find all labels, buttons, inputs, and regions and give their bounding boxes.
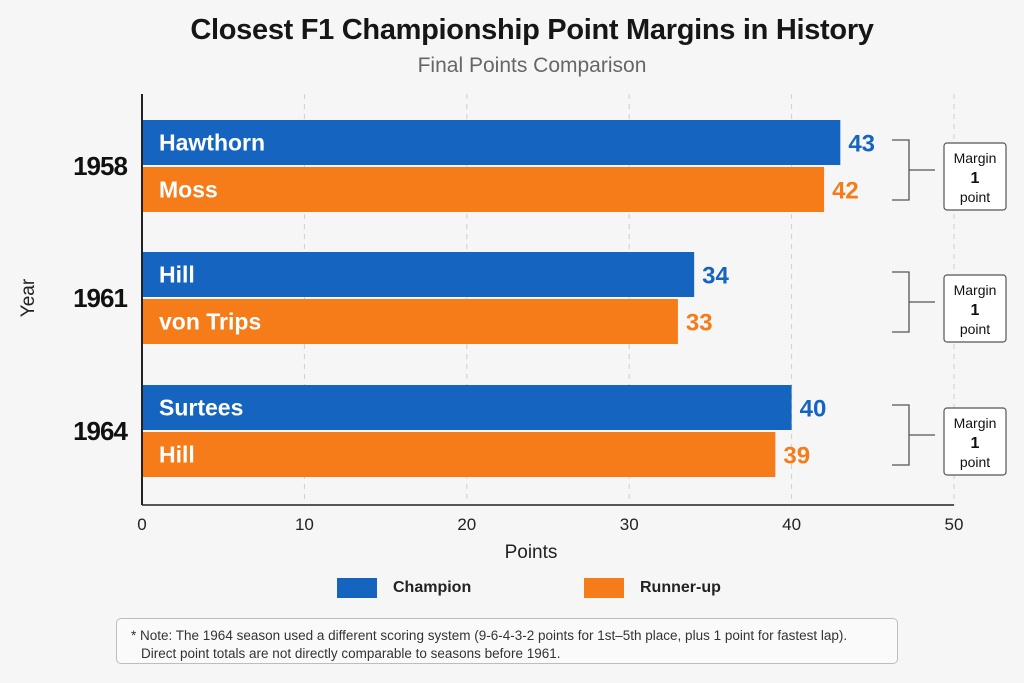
driver-label: Hill <box>159 442 195 468</box>
margin-unit: point <box>960 189 990 205</box>
value-label: 34 <box>702 263 729 290</box>
legend-swatch-champion <box>337 578 377 598</box>
legend-item-runner-up: Runner-up <box>584 578 721 598</box>
value-label: 39 <box>783 443 810 470</box>
margin-bracket <box>892 139 935 201</box>
x-axis-label: Points <box>505 542 558 563</box>
bar-champion-1961 <box>142 252 695 297</box>
y-tick-label: 1961 <box>73 283 127 313</box>
legend-label-runner-up: Runner-up <box>640 579 721 596</box>
x-tick-label: 30 <box>620 515 639 534</box>
x-tick-label: 40 <box>782 515 801 534</box>
chart-subtitle: Final Points Comparison <box>417 54 647 77</box>
legend-item-champion: Champion <box>337 578 471 598</box>
margin-unit: point <box>960 454 990 470</box>
bar-champion-1958 <box>142 120 841 165</box>
driver-label: von Trips <box>159 309 261 335</box>
driver-label: Hawthorn <box>159 130 265 156</box>
x-tick-label: 0 <box>137 515 146 534</box>
value-label: 40 <box>800 396 827 423</box>
margin-label: Margin <box>954 415 997 431</box>
margin-bracket <box>892 404 935 466</box>
x-tick-label: 20 <box>457 515 476 534</box>
legend-swatch-runner-up <box>584 578 624 598</box>
y-tick-label: 1958 <box>73 151 127 181</box>
margin-label: Margin <box>954 282 997 298</box>
margin-annotations: Margin 1 point Margin 1 point Margin 1 point <box>892 139 1007 476</box>
x-tick-label: 50 <box>945 515 964 534</box>
footnote-line-2: Direct point totals are not directly com… <box>141 646 561 661</box>
driver-label: Moss <box>159 177 218 203</box>
bars: Hawthorn 43 Moss 42 Hill 34 von Trips 33 Surtees… <box>142 120 875 477</box>
margin-value: 1 <box>971 302 980 319</box>
y-tick-label: 1964 <box>73 416 128 446</box>
bar-runner-up-1958 <box>142 167 825 212</box>
x-tick-label: 10 <box>295 515 314 534</box>
margin-box <box>943 274 1007 343</box>
y-axis-label: Year <box>18 278 39 317</box>
margin-value: 1 <box>971 170 980 187</box>
bar-runner-up-1961 <box>142 299 678 344</box>
margin-box <box>943 142 1007 211</box>
margin-value: 1 <box>971 435 980 452</box>
value-label: 42 <box>832 178 859 205</box>
value-label: 33 <box>686 310 713 337</box>
axes: 0 10 20 30 40 50 Points Year 1958 1961 1964 <box>18 94 963 563</box>
margin-bracket <box>892 271 935 333</box>
margin-box <box>943 407 1007 476</box>
bar-runner-up-1964 <box>142 432 776 477</box>
footnote-line-1: * Note: The 1964 season used a different… <box>131 628 848 643</box>
driver-label: Hill <box>159 262 195 288</box>
value-label: 43 <box>848 131 875 158</box>
driver-label: Surtees <box>159 395 243 421</box>
legend-label-champion: Champion <box>393 579 472 596</box>
chart-title: Closest F1 Championship Point Margins in… <box>190 14 874 46</box>
footnote: * Note: The 1964 season used a different… <box>116 618 898 664</box>
bar-champion-1964 <box>142 385 792 430</box>
margin-unit: point <box>960 321 990 337</box>
margin-label: Margin <box>954 150 997 166</box>
